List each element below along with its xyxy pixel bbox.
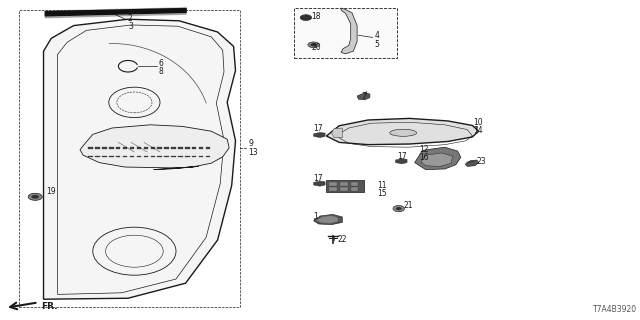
Text: 17: 17 bbox=[397, 152, 406, 161]
Bar bbox=[137, 147, 141, 149]
Bar bbox=[143, 156, 148, 157]
Text: 12: 12 bbox=[419, 145, 429, 154]
Bar bbox=[157, 147, 162, 149]
Bar bbox=[206, 147, 211, 149]
Ellipse shape bbox=[308, 42, 319, 48]
Bar bbox=[130, 156, 134, 157]
Polygon shape bbox=[80, 125, 229, 170]
Ellipse shape bbox=[310, 43, 317, 46]
Polygon shape bbox=[357, 93, 370, 100]
Bar bbox=[329, 187, 337, 191]
Text: 7: 7 bbox=[362, 92, 367, 101]
Bar bbox=[178, 147, 182, 149]
Bar bbox=[109, 156, 113, 157]
Text: 20: 20 bbox=[312, 43, 321, 52]
Text: 10: 10 bbox=[474, 118, 483, 127]
Text: 22: 22 bbox=[337, 236, 347, 244]
Polygon shape bbox=[314, 181, 325, 186]
Ellipse shape bbox=[300, 15, 312, 20]
Text: FR.: FR. bbox=[42, 302, 58, 311]
Bar bbox=[192, 156, 196, 157]
Text: 18: 18 bbox=[312, 12, 321, 21]
Bar bbox=[123, 156, 127, 157]
Bar bbox=[351, 182, 358, 186]
Text: 13: 13 bbox=[248, 148, 258, 157]
Text: 14: 14 bbox=[474, 126, 483, 135]
Bar bbox=[206, 156, 211, 157]
Text: 2: 2 bbox=[128, 14, 132, 23]
Ellipse shape bbox=[396, 207, 402, 210]
Bar bbox=[102, 156, 107, 157]
Bar bbox=[137, 156, 141, 157]
Polygon shape bbox=[465, 160, 479, 166]
Bar bbox=[143, 147, 148, 149]
Bar bbox=[340, 187, 348, 191]
Bar bbox=[172, 147, 176, 149]
Text: 1: 1 bbox=[314, 212, 318, 221]
Text: 17: 17 bbox=[314, 124, 323, 133]
Bar bbox=[116, 156, 120, 157]
Polygon shape bbox=[316, 216, 338, 223]
Bar bbox=[340, 182, 348, 186]
Bar bbox=[116, 147, 120, 149]
Ellipse shape bbox=[31, 195, 39, 199]
Bar bbox=[164, 147, 169, 149]
Bar bbox=[95, 156, 100, 157]
Text: 23: 23 bbox=[477, 157, 486, 166]
Polygon shape bbox=[341, 8, 357, 54]
Ellipse shape bbox=[393, 205, 404, 212]
Polygon shape bbox=[421, 153, 452, 166]
Bar bbox=[172, 156, 176, 157]
Bar bbox=[88, 147, 93, 149]
Bar bbox=[192, 147, 196, 149]
Bar bbox=[164, 156, 169, 157]
Text: 4: 4 bbox=[374, 31, 380, 40]
Bar bbox=[102, 147, 107, 149]
Text: 9: 9 bbox=[248, 140, 253, 148]
Text: 3: 3 bbox=[128, 22, 133, 31]
Bar bbox=[178, 156, 182, 157]
Ellipse shape bbox=[390, 129, 417, 136]
Bar bbox=[351, 187, 358, 191]
Text: T7A4B3920: T7A4B3920 bbox=[593, 305, 637, 314]
Text: 8: 8 bbox=[159, 67, 163, 76]
Bar bbox=[185, 156, 189, 157]
Polygon shape bbox=[44, 19, 236, 299]
Bar bbox=[88, 156, 93, 157]
Bar bbox=[199, 147, 204, 149]
Bar bbox=[185, 147, 189, 149]
Polygon shape bbox=[332, 128, 342, 138]
Text: 21: 21 bbox=[403, 201, 413, 210]
Ellipse shape bbox=[28, 193, 42, 200]
Text: 6: 6 bbox=[159, 59, 164, 68]
Bar bbox=[157, 156, 162, 157]
Bar bbox=[199, 156, 204, 157]
Bar bbox=[329, 182, 337, 186]
Text: 11: 11 bbox=[378, 181, 387, 190]
Bar bbox=[109, 147, 113, 149]
Bar bbox=[294, 8, 397, 58]
Bar bbox=[123, 147, 127, 149]
Polygon shape bbox=[314, 214, 342, 225]
Text: 17: 17 bbox=[314, 174, 323, 183]
Bar bbox=[326, 180, 364, 192]
Text: 16: 16 bbox=[419, 153, 429, 162]
Polygon shape bbox=[314, 132, 325, 138]
Text: 15: 15 bbox=[378, 189, 387, 198]
Bar bbox=[150, 156, 155, 157]
Bar bbox=[150, 147, 155, 149]
Text: 19: 19 bbox=[46, 188, 56, 196]
Bar bbox=[95, 147, 100, 149]
Bar bbox=[130, 147, 134, 149]
Polygon shape bbox=[396, 159, 407, 164]
Polygon shape bbox=[326, 118, 479, 145]
Text: 5: 5 bbox=[374, 40, 380, 49]
Polygon shape bbox=[415, 147, 461, 170]
